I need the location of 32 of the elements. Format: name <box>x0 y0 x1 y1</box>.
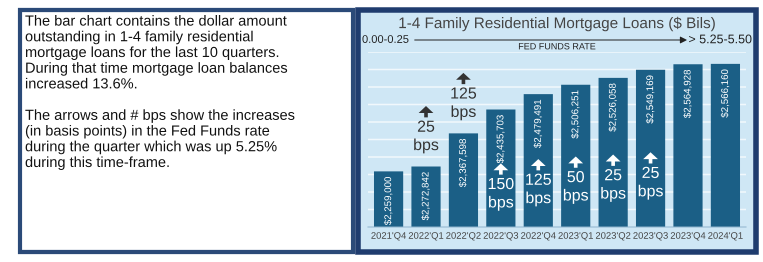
x-tick-label: 2023'Q4 <box>670 232 706 240</box>
annotation: 25 bps <box>601 169 626 202</box>
data-label: $2,259,000 <box>384 176 392 226</box>
annotation: 150 bps <box>488 178 514 211</box>
x-tick-label: 2021'Q4 <box>371 232 406 240</box>
x-tick-label: 2022'Q3 <box>484 232 518 240</box>
annotation: 125 bps <box>451 87 476 120</box>
chart-title: 1-4 Family Residential Mortgage Loans ($ Bils) <box>399 16 715 32</box>
data-label: $2,272,842 <box>421 172 430 220</box>
x-tick-label: 2023'Q3 <box>633 232 668 240</box>
data-label: $2,566,160 <box>720 69 730 118</box>
annotation: 25 bps <box>414 120 438 154</box>
x-tick-label: 2022'Q4 <box>521 232 556 240</box>
x-tick-label: 2022'Q2 <box>446 232 481 240</box>
x-tick-label: 2023'Q2 <box>596 232 630 240</box>
text: The bar chart contains the dollar amount outstanding in 1-4 family residential mortgage loans for the last 10 quarters. During that time mortgage loan balances increased 13.6%. The arrows and # bps show the increases (in basis points) in the Fed Funds rate during the quarter which was up 5.25% during this time-frame. <box>25 15 294 170</box>
data-label: $2,435,703 <box>496 115 505 164</box>
x-tick-label: 2024'Q1 <box>708 232 743 240</box>
x-tick-label: 2023'Q1 <box>558 232 593 240</box>
x-tick-label: 2022'Q1 <box>408 232 444 240</box>
annotation: 25 bps <box>638 166 663 200</box>
data-label: $2,479,491 <box>534 100 542 148</box>
text: > 5.25-5.50 <box>689 34 752 44</box>
data-label: $2,526,058 <box>608 84 617 132</box>
data-label: $2,367,598 <box>458 139 468 188</box>
text: FED FUNDS RATE <box>518 43 596 50</box>
text: 0.00-0.25 <box>362 35 408 43</box>
annotation: 50 bps <box>564 170 588 204</box>
data-label: $2,564,928 <box>683 70 692 118</box>
data-label: $2,549,169 <box>646 75 654 124</box>
data-label: $2,506,251 <box>571 90 580 139</box>
annotation: 125 bps <box>526 174 551 206</box>
